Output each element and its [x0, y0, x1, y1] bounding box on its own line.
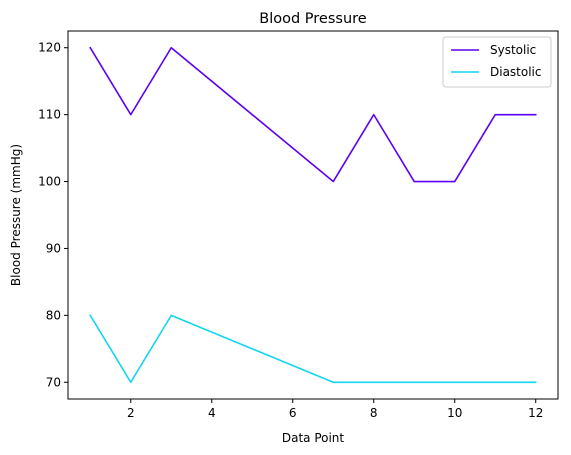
y-tick-label: 80 [46, 308, 61, 322]
legend-label-diastolic: Diastolic [490, 65, 542, 79]
y-axis-label: Blood Pressure (mmHg) [9, 144, 23, 286]
y-tick-label: 90 [46, 241, 61, 255]
x-axis-label: Data Point [282, 431, 345, 445]
x-tick-label: 2 [127, 406, 135, 420]
legend: Systolic Diastolic [442, 36, 552, 88]
x-tick-label: 12 [528, 406, 543, 420]
y-tick-label: 70 [46, 375, 61, 389]
series-line-diastolic [89, 314, 537, 384]
x-tick-label: 10 [447, 406, 462, 420]
y-axis-ticks: 70 80 90 100 110 120 [38, 41, 68, 389]
chart-title: Blood Pressure [259, 11, 367, 27]
y-tick-label: 110 [38, 108, 61, 122]
legend-label-systolic: Systolic [490, 43, 536, 57]
x-tick-label: 6 [289, 406, 297, 420]
x-tick-label: 8 [370, 406, 378, 420]
plot-lines [89, 46, 537, 384]
plot-frame [67, 30, 559, 400]
x-axis-ticks: 2 4 6 8 10 12 [127, 399, 543, 420]
y-tick-label: 120 [38, 41, 61, 55]
x-tick-label: 4 [208, 406, 216, 420]
series-line-systolic [89, 46, 537, 183]
y-tick-label: 100 [38, 175, 61, 189]
